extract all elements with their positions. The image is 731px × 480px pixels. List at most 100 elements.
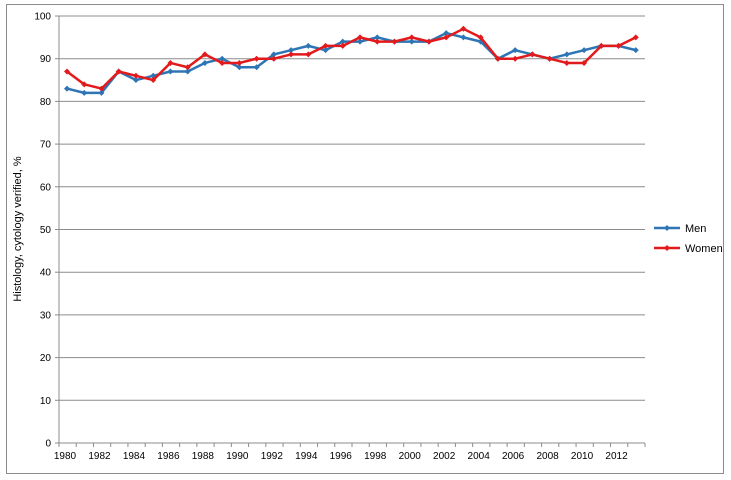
data-point [64, 85, 70, 92]
gridlines [59, 15, 645, 401]
data-point [201, 59, 208, 66]
data-point [408, 38, 415, 45]
x-tick-label: 1984 [123, 451, 146, 462]
series-layer [64, 25, 639, 96]
data-point [253, 64, 260, 71]
data-point [236, 59, 243, 66]
x-tick-label: 2010 [571, 451, 594, 462]
data-point [98, 89, 105, 96]
data-point [374, 34, 381, 41]
y-tick-label: 50 [40, 225, 52, 236]
x-tick-label: 2002 [433, 451, 456, 462]
y-tick-labels: 0 10 20 30 40 50 60 70 80 90 100 [34, 12, 51, 450]
data-point [443, 30, 450, 37]
data-point [236, 64, 243, 71]
y-tick-label: 90 [40, 54, 52, 65]
y-tick-label: 80 [40, 97, 52, 108]
legend-label: Men [685, 223, 706, 235]
data-point [322, 42, 329, 49]
data-point [81, 89, 88, 96]
y-tick-label: 20 [40, 353, 52, 364]
data-point [150, 77, 157, 84]
data-point [339, 38, 346, 45]
series-men [64, 30, 639, 96]
data-point [425, 38, 432, 45]
x-tick-label: 2012 [605, 451, 628, 462]
data-point [339, 42, 346, 49]
data-point [460, 34, 467, 41]
x-tick-label: 1998 [364, 451, 387, 462]
x-tick-label: 1990 [226, 451, 249, 462]
legend-marker [664, 225, 670, 231]
y-tick-label: 10 [40, 396, 52, 407]
data-point [115, 68, 122, 75]
y-tick-label: 70 [40, 140, 52, 151]
legend-label: Women [685, 243, 723, 255]
legend-item-men: Men [654, 223, 706, 235]
data-point [270, 51, 277, 58]
x-tick-label: 1980 [54, 451, 77, 462]
data-point [563, 59, 570, 66]
y-tick-label: 0 [45, 439, 51, 450]
x-tick-labels: 1980 1982 1984 1986 1988 1990 1992 1994 1996 1998… [54, 451, 628, 462]
data-point [581, 47, 588, 54]
x-tick-label: 1996 [330, 451, 353, 462]
series-line [66, 27, 637, 90]
y-tick-label: 30 [40, 310, 52, 321]
legend-marker [664, 245, 670, 251]
x-tick-label: 2000 [399, 451, 422, 462]
data-point [270, 55, 277, 62]
y-tick-label: 60 [40, 182, 52, 193]
data-point [167, 68, 174, 75]
data-point [546, 55, 553, 62]
data-point [357, 34, 363, 41]
data-point [581, 59, 588, 66]
data-point [357, 38, 363, 45]
data-point [201, 51, 208, 58]
y-tick-label: 40 [40, 268, 52, 279]
legend: Men Women [654, 223, 723, 255]
data-point [563, 51, 570, 58]
data-point [512, 47, 519, 54]
data-point [598, 42, 605, 49]
data-point [184, 64, 191, 71]
data-point [494, 55, 501, 62]
data-point [391, 38, 398, 45]
y-axis-title: Histology, cytology verified, % [12, 156, 24, 302]
x-tick-label: 1994 [295, 451, 318, 462]
data-point [288, 51, 295, 58]
data-point [374, 38, 381, 45]
data-point [305, 51, 312, 58]
data-point [632, 47, 639, 54]
y-tick-label: 100 [34, 12, 51, 23]
data-point [305, 42, 312, 49]
data-point [64, 68, 70, 75]
data-point [408, 34, 415, 41]
series-women [64, 25, 639, 92]
legend-item-women: Women [654, 243, 723, 255]
data-point [219, 59, 226, 66]
data-point [98, 85, 105, 92]
data-point [132, 72, 139, 79]
x-tick-label: 1988 [192, 451, 215, 462]
axes [55, 15, 646, 447]
data-point [184, 68, 191, 75]
data-point [322, 47, 329, 54]
data-point [132, 77, 139, 84]
data-point [529, 51, 536, 58]
data-point [460, 25, 467, 32]
x-tick-label: 2006 [502, 451, 525, 462]
data-point [288, 47, 295, 54]
data-point [253, 55, 260, 62]
data-point [167, 59, 174, 66]
data-point [443, 34, 450, 41]
x-tick-label: 1992 [261, 451, 284, 462]
chart-frame [6, 4, 724, 474]
data-point [81, 81, 88, 88]
x-tick-label: 1986 [157, 451, 180, 462]
data-point [615, 42, 622, 49]
x-tick-label: 2004 [468, 451, 491, 462]
data-point [219, 55, 226, 62]
x-tick-label: 1982 [88, 451, 111, 462]
